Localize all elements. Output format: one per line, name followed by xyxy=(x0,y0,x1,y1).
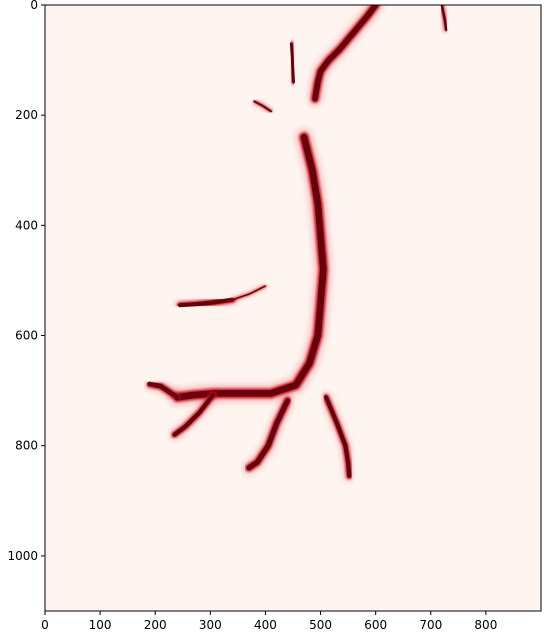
vessel-core xyxy=(172,392,216,437)
vessel-lower-left-horizontal xyxy=(143,377,184,404)
vessel-mid-left-branch xyxy=(174,293,239,312)
vessel-core xyxy=(231,285,267,301)
x-tick-label: 100 xyxy=(89,618,112,632)
vessel-core xyxy=(312,5,379,102)
vessel-core xyxy=(323,395,352,479)
y-tick-label: 1000 xyxy=(7,549,38,563)
vessel-top-right-faint xyxy=(438,5,450,34)
vessel-core xyxy=(289,42,296,84)
y-tick-label: 0 xyxy=(30,0,38,12)
vessel-lower-left-down xyxy=(168,389,220,441)
y-tick-label: 400 xyxy=(15,218,38,232)
vessel-main-trunk xyxy=(168,127,333,407)
x-tick-label: 300 xyxy=(199,618,222,632)
x-tick-label: 500 xyxy=(309,618,332,632)
x-tick-label: 700 xyxy=(419,618,442,632)
vessel-mid-left-faint xyxy=(230,284,268,302)
vessel-small-vertical xyxy=(287,39,298,87)
x-tick-label: 200 xyxy=(144,618,167,632)
vessel-layer xyxy=(143,5,450,482)
x-tick-label: 600 xyxy=(364,618,387,632)
y-tick-label: 200 xyxy=(15,108,38,122)
vessel-core xyxy=(177,297,235,308)
vessel-core xyxy=(174,133,327,401)
vessel-core xyxy=(147,381,180,400)
y-tick-label: 800 xyxy=(15,439,38,453)
vessel-core xyxy=(246,398,291,471)
vessel-lower-right-down xyxy=(320,391,356,482)
x-tick-label: 0 xyxy=(41,618,49,632)
plot-frame xyxy=(44,4,542,612)
plot-area xyxy=(45,5,541,611)
y-axis: 0 200 400 600 800 1000 xyxy=(7,0,45,563)
x-tick-label: 800 xyxy=(474,618,497,632)
vessel-small-left-upper xyxy=(251,98,274,114)
y-tick-label: 600 xyxy=(15,329,38,343)
vessel-top-upper-branch xyxy=(307,5,384,107)
x-axis: 0 100 200 300 400 500 600 700 800 xyxy=(41,611,497,632)
vessel-core xyxy=(253,100,272,113)
x-tick-label: 400 xyxy=(254,618,277,632)
vessel-core xyxy=(440,5,448,31)
vessel-lower-middle-down xyxy=(241,393,295,476)
